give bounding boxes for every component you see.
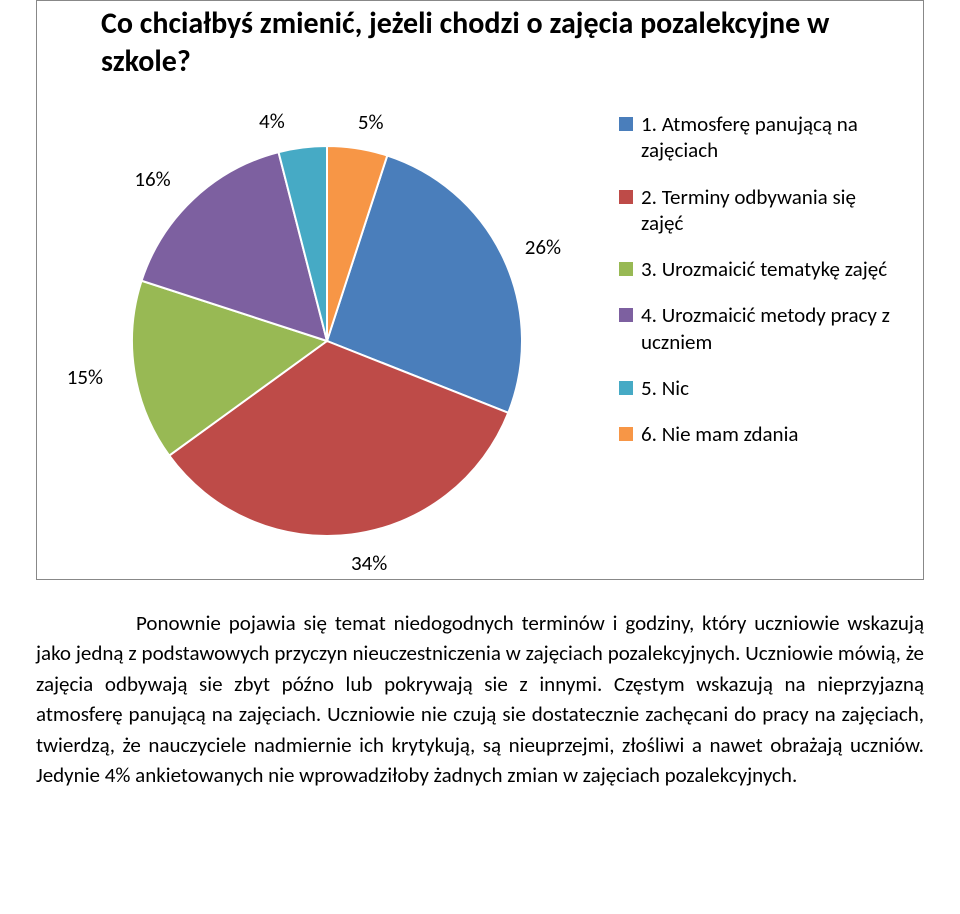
body-paragraph: Ponownie pojawia się temat niedogodnych …: [36, 608, 924, 791]
pie-label-s6: 5%: [358, 109, 384, 135]
paragraph-text: Ponownie pojawia się temat niedogodnych …: [36, 610, 924, 788]
pie-label-s4: 16%: [134, 166, 170, 192]
pie-label-s5: 4%: [259, 108, 285, 134]
legend-text-s4: 4. Urozmaicić metody pracy z uczniem: [641, 302, 899, 355]
pie-label-s3: 15%: [67, 364, 103, 390]
legend-swatch-s6: [619, 427, 633, 441]
legend-text-s3: 3. Urozmaicić tematykę zajęć: [641, 256, 899, 282]
legend-text-s1: 1. Atmosferę panującą na zajęciach: [641, 111, 899, 164]
legend-swatch-s2: [619, 190, 633, 204]
pie-slices: [132, 146, 522, 536]
pie-label-s1: 26%: [525, 234, 561, 260]
legend-swatch-s5: [619, 381, 633, 395]
chart-title: Co chciałbyś zmienić, jeżeli chodzi o za…: [37, 5, 923, 80]
legend-item-s6: 6. Nie mam zdania: [619, 421, 899, 447]
legend-item-s5: 5. Nic: [619, 375, 899, 401]
legend-item-s1: 1. Atmosferę panującą na zajęciach: [619, 111, 899, 164]
legend-swatch-s1: [619, 117, 633, 131]
legend-swatch-s3: [619, 262, 633, 276]
legend: 1. Atmosferę panującą na zajęciach 2. Ter…: [619, 111, 899, 467]
legend-text-s6: 6. Nie mam zdania: [641, 421, 899, 447]
legend-item-s2: 2. Terminy odbywania się zajęć: [619, 184, 899, 237]
legend-text-s5: 5. Nic: [641, 375, 899, 401]
page: Co chciałbyś zmienić, jeżeli chodzi o za…: [0, 0, 960, 914]
pie-wrap: 26%34%15%16%4%5%: [77, 111, 577, 551]
chart-container: Co chciałbyś zmienić, jeżeli chodzi o za…: [36, 0, 924, 580]
legend-item-s3: 3. Urozmaicić tematykę zajęć: [619, 256, 899, 282]
legend-item-s4: 4. Urozmaicić metody pracy z uczniem: [619, 302, 899, 355]
legend-text-s2: 2. Terminy odbywania się zajęć: [641, 184, 899, 237]
pie-label-s2: 34%: [351, 550, 387, 576]
legend-swatch-s4: [619, 308, 633, 322]
